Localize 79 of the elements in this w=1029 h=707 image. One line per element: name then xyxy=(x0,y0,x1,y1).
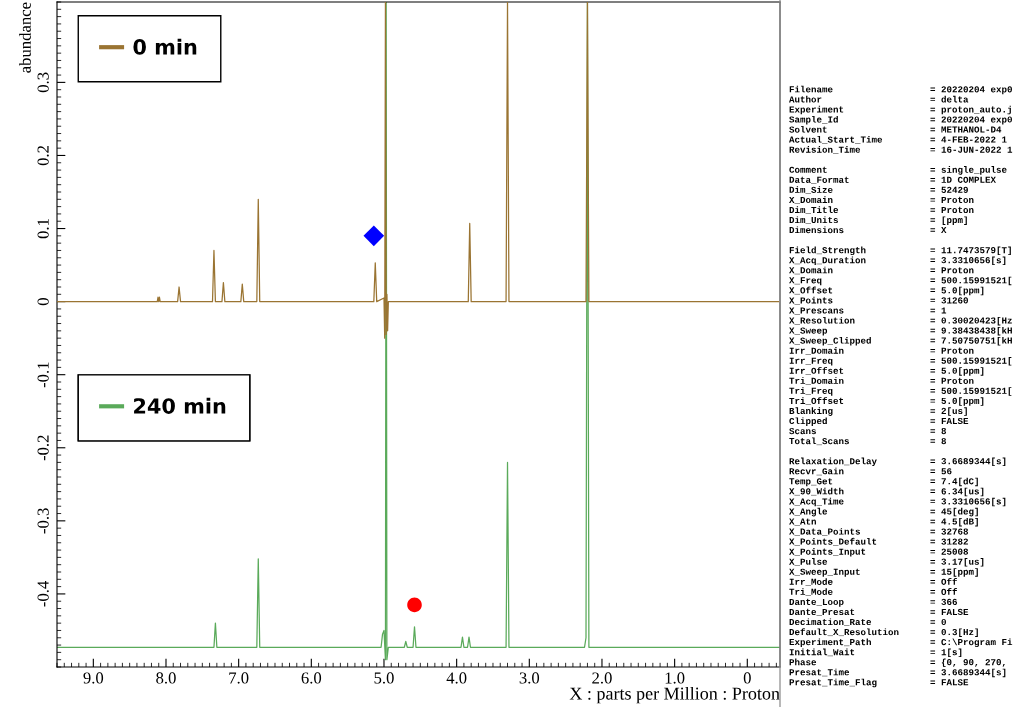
x-tick-label: 4.0 xyxy=(446,672,467,684)
text: Filename = 20220204 exp0 xyxy=(789,85,1012,95)
text: Dim_Units = [ppm] xyxy=(789,216,967,225)
text: X_Domain = Proton xyxy=(789,196,974,204)
text: X_Acq_Time = 3.3310656[s] xyxy=(789,497,1006,507)
text: Presat_Time_Flag = FALSE xyxy=(789,678,969,688)
text: X_Sweep = 9.38438438[kH xyxy=(789,326,1012,336)
text: X_Data_Points = 32768 xyxy=(789,527,969,536)
text: Dante_Loop = 366 xyxy=(789,598,957,607)
text: Recvr_Gain = 56 xyxy=(789,467,952,476)
text: Irr_Offset = 5.0[ppm] xyxy=(789,366,984,376)
text: Irr_Domain = Proton xyxy=(789,347,974,355)
text: Clipped = FALSE xyxy=(789,417,969,426)
legend-label: 0 min xyxy=(133,38,197,55)
text: Author = delta xyxy=(789,95,969,103)
y-tick-label: -0.1 xyxy=(37,362,49,388)
text: Dante_Presat = FALSE xyxy=(789,608,969,616)
y-tick-label: -0.4 xyxy=(37,580,49,607)
text: Presat_Time = 3.6689344[s] xyxy=(789,668,1006,678)
text: Blanking = 2[us] xyxy=(789,407,967,416)
text: X_Acq_Duration = 3.3310656[s] xyxy=(789,256,1006,266)
text: Experiment = proton_auto.j xyxy=(789,105,1011,115)
text: X_90_Width = 6.34[us] xyxy=(789,487,984,497)
text: X_Atn = 4.5[dB] xyxy=(789,517,978,527)
text: X_Resolution = 0.30020423[Hz xyxy=(789,316,1012,326)
y-tick-label: 0.3 xyxy=(37,72,49,93)
x-axis-title: X : parts per Million : Proton xyxy=(569,686,780,704)
text: Irr_Mode = Off xyxy=(789,578,958,586)
text: Total_Scans = 8 xyxy=(789,437,947,446)
text: Temp_Get = 7.4[dC] xyxy=(789,477,978,487)
text: Dim_Size = 52429 xyxy=(789,186,968,194)
text: X_Domain = Proton xyxy=(789,266,974,275)
y-tick-label: 0.2 xyxy=(37,145,49,166)
x-tick-label: 7.0 xyxy=(229,672,249,684)
y-tick-label: 0.1 xyxy=(37,219,49,239)
text: Tri_Domain = Proton xyxy=(789,377,974,385)
text: Experiment_Path = C:\Program Fi xyxy=(789,638,1013,648)
text: Sample_Id = 20220204 exp0 xyxy=(789,115,1012,125)
text: Dim_Title = Proton xyxy=(789,206,974,214)
text: Tri_Mode = Off xyxy=(789,588,958,596)
text: Actual_Start_Time = 4-FEB-2022 1 xyxy=(789,135,1007,144)
y-tick-label: -0.3 xyxy=(37,508,49,534)
y-tick-label: -0.2 xyxy=(37,435,49,461)
text: X_Offset = 5.0[ppm] xyxy=(789,286,984,296)
text: Scans = 8 xyxy=(789,427,947,435)
text: X_Freq = 500.15991521[ xyxy=(789,276,1012,286)
text: X_Sweep_Input = 15[ppm] xyxy=(789,568,978,577)
text: Field_Strength = 11.7473579[T] xyxy=(789,246,1011,256)
text: Comment = single_pulse xyxy=(789,166,1007,175)
text: Revision_Time = 16-JUN-2022 1 xyxy=(789,146,1013,154)
text: Initial_Wait = 1[s] xyxy=(789,648,962,658)
y-tick-label: 0 xyxy=(37,298,49,306)
x-tick-label: 9.0 xyxy=(83,672,104,684)
text: X_Points_Default = 31282 xyxy=(789,537,968,546)
x-tick-label: 8.0 xyxy=(156,672,176,684)
text: Decimation_Rate = 0 xyxy=(789,618,946,627)
text: Phase = {0, 90, 270, xyxy=(789,658,1005,668)
text: Solvent = METHANOL-D4 xyxy=(789,125,1002,133)
text: Relaxation_Delay = 3.6689344[s] xyxy=(789,457,1006,467)
x-tick-label: 1.0 xyxy=(665,672,685,684)
text: X_Sweep_Clipped = 7.50750751[kH xyxy=(789,336,1012,346)
text: X_Points_Input = 25008 xyxy=(789,548,969,557)
legend-label: 240 min xyxy=(134,397,226,414)
text: X_Prescans = 1 xyxy=(789,307,947,315)
text: Tri_Offset = 5.0[ppm] xyxy=(789,397,984,406)
text: X_Pulse = 3.17[us] xyxy=(789,558,984,567)
text: X_Points = 31260 xyxy=(789,296,968,305)
text: Irr_Freq = 500.15991521[ xyxy=(789,357,1012,366)
text: Dimensions = X xyxy=(789,226,947,234)
text: Default_X_Resolution = 0.3[Hz] xyxy=(789,628,978,637)
y-axis-title: abundance xyxy=(19,2,31,73)
x-tick-label: 2.0 xyxy=(592,672,612,684)
x-tick-label: 3.0 xyxy=(519,672,540,684)
x-tick-label: 6.0 xyxy=(301,672,322,684)
x-tick-label: 0 xyxy=(743,672,751,684)
x-tick-label: 5.0 xyxy=(374,672,394,684)
text: Tri_Freq = 500.15991521[ xyxy=(789,387,1012,396)
text: Data_Format = 1D COMPLEX xyxy=(789,176,997,184)
text: X_Angle = 45[deg] xyxy=(789,507,978,517)
